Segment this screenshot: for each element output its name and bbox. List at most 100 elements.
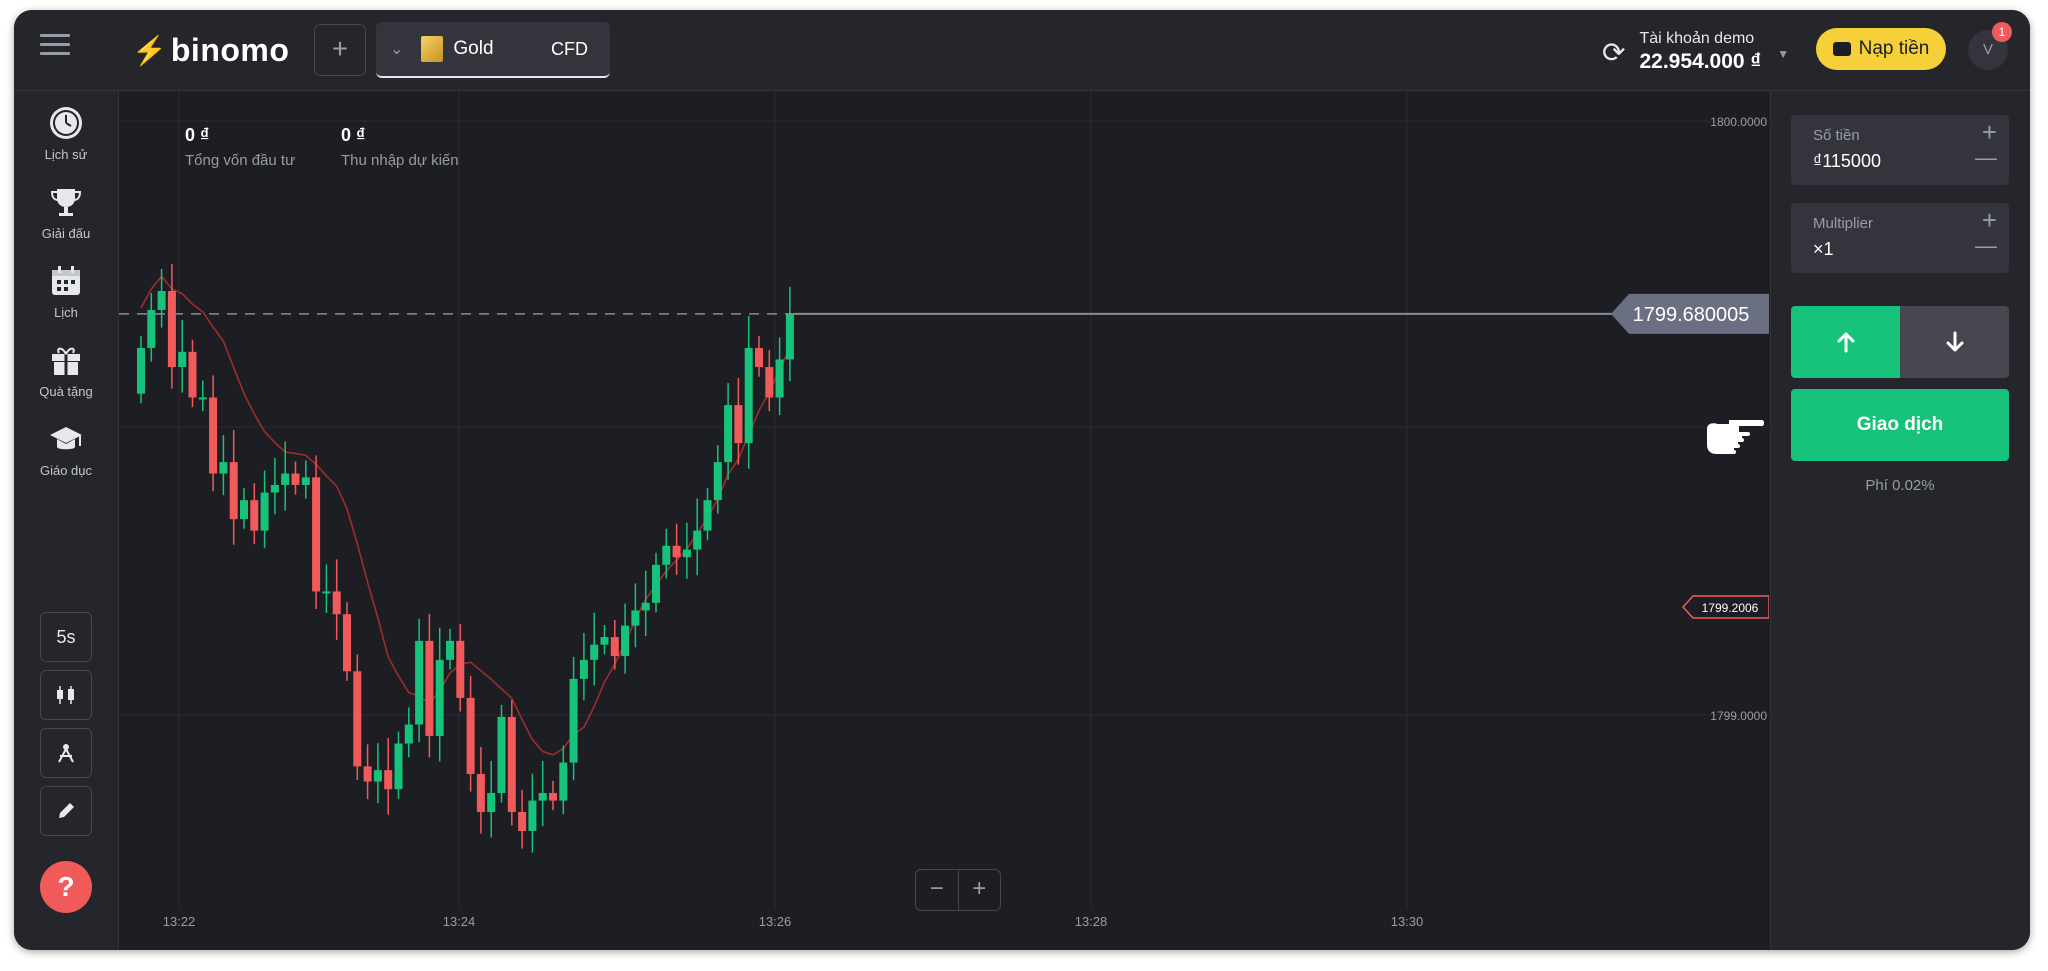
left-sidebar: Lịch sử Giải đấu Lịch — [14, 91, 119, 950]
moving-average-line — [140, 275, 791, 756]
candle-body — [332, 591, 341, 615]
gift-icon — [52, 347, 80, 375]
sidebar-item-history[interactable]: Lịch sử — [14, 105, 118, 175]
candle-body — [703, 500, 712, 531]
chart-canvas[interactable]: 13:22 13:24 13:26 13:28 13:30 1800.0000 1799.0… — [119, 91, 1769, 950]
brand-logo[interactable]: ⚡ binomo — [132, 32, 289, 68]
candle-body — [590, 644, 599, 660]
total-investment-label: Tổng vốn đầu tư — [185, 152, 296, 169]
candle-body — [446, 640, 454, 660]
candle-body — [755, 348, 763, 368]
x-tick-label: 13:24 — [443, 914, 476, 929]
sidebar-item-gifts[interactable]: Quà tặng — [14, 342, 118, 412]
hamburger-menu-icon[interactable] — [40, 34, 70, 64]
candle-body — [260, 492, 269, 531]
candle-body — [456, 640, 465, 698]
candle-body — [404, 724, 413, 744]
amount-field[interactable]: Số tiền ₫115000 + — — [1791, 115, 2009, 185]
candle-body — [198, 397, 207, 400]
multiplier-value[interactable]: ×1 — [1813, 239, 1834, 259]
multiplier-decrease-button[interactable]: — — [1975, 233, 1997, 258]
total-investment: 0 ₫ Tổng vốn đầu tư — [185, 125, 295, 169]
gold-bars-icon — [421, 36, 444, 62]
account-balance: 22.954.000 ₫ — [1639, 50, 1762, 73]
wallet-icon — [1832, 42, 1851, 56]
multiplier-increase-button[interactable]: + — [1981, 205, 1997, 235]
candle-body — [487, 792, 496, 812]
refresh-icon[interactable]: ⟳ — [1602, 36, 1626, 68]
sell-down-button[interactable] — [1900, 306, 2009, 378]
notification-badge: 1 — [1992, 22, 2012, 42]
amount-decrease-button[interactable]: — — [1975, 145, 1997, 170]
price-chart[interactable]: 13:22 13:24 13:26 13:28 13:30 1800.0000 1799.0… — [119, 91, 1769, 950]
candle-body — [137, 348, 145, 394]
trophy-icon — [50, 189, 82, 216]
chevron-down-icon[interactable]: ⌄ — [390, 41, 404, 58]
multiplier-field[interactable]: Multiplier ×1 + — — [1791, 203, 2009, 273]
candle-body — [497, 716, 506, 793]
sidebar-item-tournaments[interactable]: Giải đấu — [14, 184, 118, 254]
candle-body — [343, 614, 351, 672]
candle-body — [734, 405, 743, 444]
help-button[interactable]: ? — [40, 861, 92, 913]
asset-type: CFD — [551, 38, 588, 59]
candle-body — [157, 291, 166, 311]
candle-body — [631, 610, 640, 626]
amount-value[interactable]: ₫115000 — [1813, 151, 1881, 171]
candle-body — [579, 659, 588, 679]
candle-body — [610, 637, 619, 657]
zoom-out-button[interactable]: − — [916, 870, 959, 910]
buy-up-button[interactable] — [1791, 306, 1900, 378]
timeframe-button[interactable]: 5s — [40, 612, 92, 662]
calendar-icon — [52, 266, 80, 295]
candle-body — [765, 367, 774, 398]
candle-body — [188, 351, 197, 398]
y-tick-label: 1799.0000 — [1710, 709, 1767, 723]
candle-body — [528, 800, 537, 831]
sidebar-label-calendar: Lịch — [54, 305, 78, 320]
candle-body — [476, 773, 485, 812]
candle-body — [301, 477, 310, 485]
asset-tab-gold[interactable]: ⌄ Gold CFD — [376, 22, 610, 78]
sidebar-item-education[interactable]: Giáo dục — [14, 421, 118, 491]
candle-body — [744, 348, 753, 444]
expected-income-label: Thu nhập dự kiến — [341, 152, 459, 169]
candle-body — [621, 625, 630, 657]
account-type-label: Tài khoản demo — [1639, 30, 1755, 47]
deposit-label: Nạp tiền — [1858, 38, 1930, 59]
current-price-value: 1799.680005 — [1633, 304, 1750, 326]
chart-type-button[interactable] — [40, 670, 92, 720]
candle-body — [425, 640, 434, 736]
drawing-tools-button[interactable] — [40, 786, 92, 836]
indicators-button[interactable] — [40, 728, 92, 778]
candle-body — [693, 530, 702, 550]
candle-body — [240, 500, 248, 520]
candle-body — [229, 462, 238, 520]
candle-body — [518, 811, 527, 831]
sidebar-label-tournaments: Giải đấu — [41, 226, 91, 241]
add-asset-button[interactable]: + — [314, 24, 366, 76]
candle-body — [147, 310, 156, 349]
candle-body — [373, 770, 382, 782]
total-investment-value: 0 ₫ — [185, 125, 210, 145]
zoom-in-button[interactable]: + — [972, 875, 987, 902]
x-tick-label: 13:26 — [759, 914, 792, 929]
account-switcher[interactable]: ⟳ Tài khoản demo 22.954.000 ₫ ▼ — [1602, 24, 1789, 80]
candle-body — [538, 792, 547, 801]
sidebar-item-calendar[interactable]: Lịch — [14, 263, 118, 333]
candle-body — [209, 397, 218, 474]
deposit-button[interactable]: Nạp tiền — [1816, 28, 1946, 70]
expected-income-value: 0 ₫ — [341, 125, 366, 145]
candle-body — [466, 697, 475, 774]
zoom-control: − + — [915, 869, 1001, 911]
direction-selector — [1791, 306, 2009, 378]
sidebar-label-gifts: Quà tặng — [39, 384, 93, 399]
graduation-cap-icon — [50, 427, 82, 450]
marker-price-tag — [1681, 595, 1769, 619]
x-tick-label: 13:30 — [1391, 914, 1424, 929]
sidebar-label-education: Giáo dục — [39, 463, 93, 478]
amount-increase-button[interactable]: + — [1981, 117, 1997, 147]
trade-button[interactable]: Giao dịch — [1791, 389, 2009, 461]
expected-income: 0 ₫ Thu nhập dự kiến — [341, 125, 459, 169]
caret-down-icon[interactable]: ▼ — [1777, 47, 1790, 61]
